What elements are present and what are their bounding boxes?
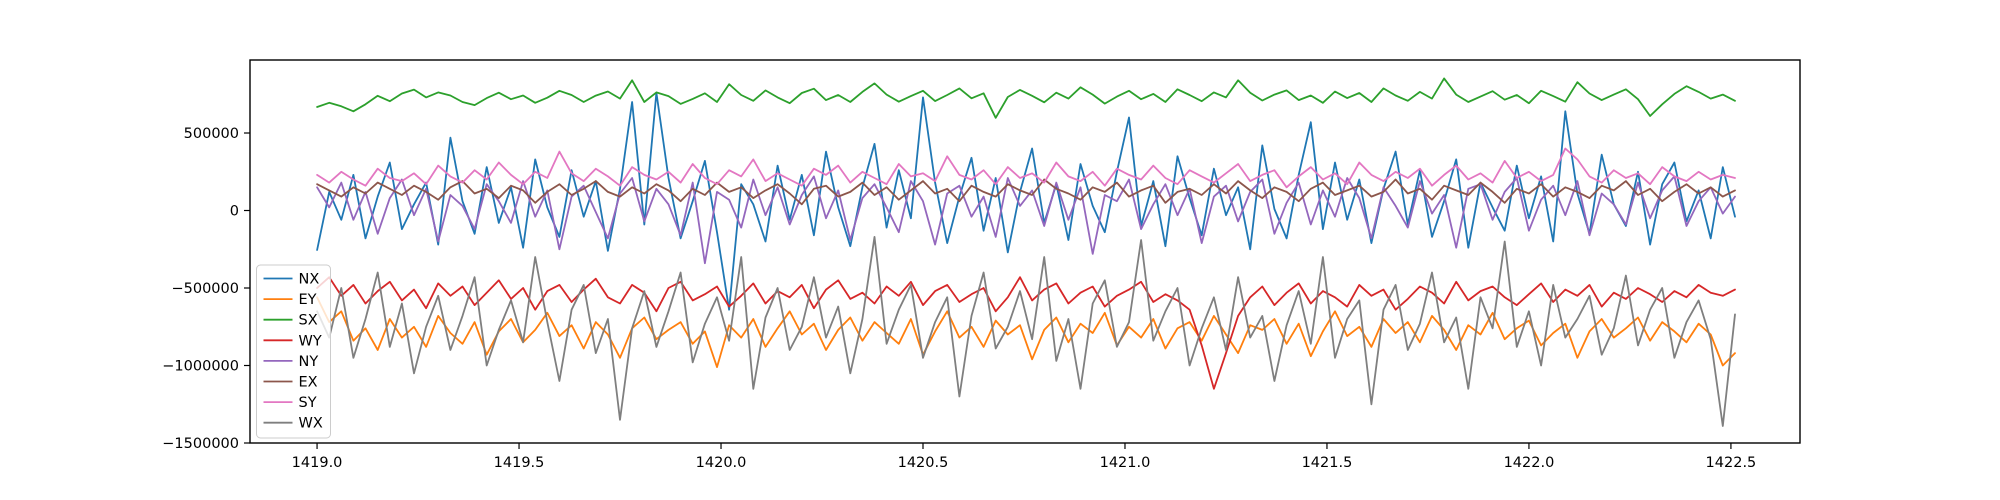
plot-series	[316, 77, 1736, 427]
series-line-WX	[316, 235, 1736, 427]
legend-label-WY: WY	[299, 333, 322, 349]
legend-label-EY: EY	[299, 292, 317, 308]
legend-label-NX: NX	[299, 272, 320, 288]
x-tick-label: 1419.0	[292, 455, 343, 471]
x-tick-label: 1421.5	[1302, 455, 1353, 471]
legend-label-WX: WX	[299, 416, 323, 432]
series-line-NY	[316, 175, 1736, 265]
legend-label-SY: SY	[299, 395, 317, 411]
y-tick-label: 500000	[184, 126, 239, 142]
x-tick-label: 1422.0	[1504, 455, 1555, 471]
x-tick-label: 1422.5	[1706, 455, 1757, 471]
legend-box	[256, 264, 331, 439]
x-tick-label: 1419.5	[494, 455, 545, 471]
x-axis: 1419.0 1419.5 1420.0 1420.5 1421.0 1421.5 1422…	[292, 443, 1757, 471]
series-line-EX	[316, 178, 1736, 206]
legend-label-SX: SX	[299, 313, 318, 329]
y-tick-label: −500000	[171, 281, 239, 297]
y-tick-label: −1500000	[162, 436, 239, 452]
y-tick-label: −1000000	[162, 359, 239, 375]
legend: NX EY SX WY NY EX SY WX	[256, 264, 331, 439]
legend-label-EX: EX	[299, 375, 318, 391]
legend-label-NY: NY	[299, 354, 319, 370]
series-line-EY	[316, 296, 1736, 369]
x-tick-label: 1421.0	[1100, 455, 1151, 471]
y-tick-label: 0	[230, 204, 239, 220]
x-tick-label: 1420.5	[898, 455, 949, 471]
y-axis: 500000 0 −500000 −1000000 −1500000	[162, 126, 250, 452]
series-line-SY	[316, 147, 1736, 189]
series-line-SX	[316, 77, 1736, 119]
axes-frame	[249, 59, 1801, 444]
series-line-WY	[316, 276, 1736, 390]
x-tick-label: 1420.0	[696, 455, 747, 471]
